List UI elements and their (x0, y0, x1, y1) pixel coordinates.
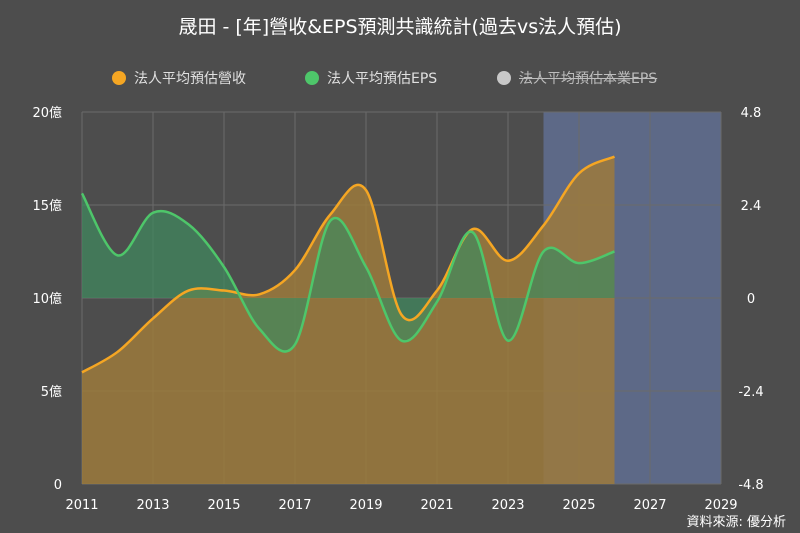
x-tick-label: 2013 (136, 498, 169, 513)
legend-label-core-eps: 法人平均預估本業EPS (519, 71, 658, 87)
legend-label-revenue: 法人平均預估營收 (134, 71, 246, 87)
legend-label-eps: 法人平均預估EPS (327, 71, 438, 87)
x-tick-label: 2023 (491, 498, 524, 513)
x-tick-label: 2021 (420, 498, 453, 513)
legend-item-eps[interactable]: 法人平均預估EPS (305, 68, 437, 88)
revenue-line (81, 155, 616, 374)
revenue-area (82, 156, 615, 484)
legend: 法人平均預估營收 法人平均預估EPS 法人平均預估本業EPS (0, 68, 800, 90)
x-tick-label: 2025 (562, 498, 595, 513)
x-tick-label: 2027 (633, 498, 666, 513)
eps-line (80, 192, 615, 353)
x-tick-label: 2029 (704, 498, 737, 513)
chart-title: 晟田 - [年]營收&EPS預測共識統計(過去vs法人預估) (178, 16, 622, 38)
eps-legend-dot-icon (305, 71, 319, 85)
y-right-tick-label: -2.4 (738, 385, 763, 400)
core-eps-legend-dot-icon (497, 71, 511, 85)
revenue-legend-dot-icon (112, 71, 126, 85)
x-tick-label: 2015 (207, 498, 240, 513)
y-left-tick-label: 15億 (32, 198, 62, 214)
y-right-tick-label: 2.4 (741, 199, 762, 214)
y-right-tick-label: 4.8 (741, 106, 762, 121)
y-right-tick-label: 0 (747, 292, 755, 307)
legend-item-revenue[interactable]: 法人平均預估營收 (112, 68, 246, 88)
y-left-tick-label: 20億 (32, 105, 62, 121)
y-left-tick-label: 5億 (41, 384, 62, 400)
y-right-tick-label: -4.8 (738, 478, 763, 493)
x-tick-label: 2019 (349, 498, 382, 513)
legend-item-core-eps[interactable]: 法人平均預估本業EPS (497, 68, 657, 88)
y-left-tick-label: 10億 (32, 291, 62, 307)
x-tick-label: 2011 (65, 498, 98, 513)
x-tick-label: 2017 (278, 498, 311, 513)
eps-area (82, 193, 615, 352)
source-note: 資料來源: 優分析 (686, 515, 786, 530)
y-left-tick-label: 0 (54, 478, 62, 493)
